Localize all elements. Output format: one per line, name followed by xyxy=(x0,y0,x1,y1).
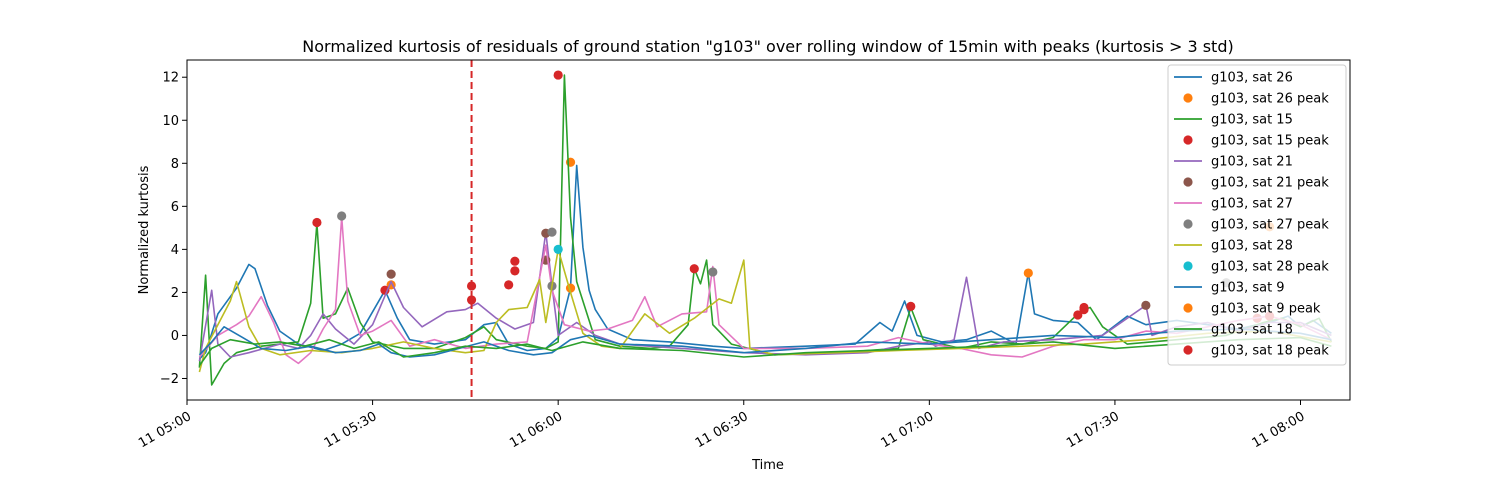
peak-point xyxy=(504,280,514,290)
peak-point xyxy=(1141,300,1151,310)
x-tick-label: 11 06:00 xyxy=(507,409,565,451)
y-tick-label: 2 xyxy=(171,286,179,301)
peak-point xyxy=(1073,310,1083,320)
peak-point xyxy=(553,244,563,254)
legend-label: g103, sat 18 peak xyxy=(1211,344,1329,359)
series-line-g103-sat-28 xyxy=(198,248,1332,373)
legend-label: g103, sat 27 xyxy=(1211,197,1293,212)
legend-label: g103, sat 15 peak xyxy=(1211,134,1329,149)
y-tick-label: 4 xyxy=(171,243,179,258)
peak-point xyxy=(547,227,557,237)
legend-label: g103, sat 28 peak xyxy=(1211,260,1329,275)
legend-marker xyxy=(1183,93,1193,103)
legend-marker xyxy=(1183,303,1193,313)
peak-point xyxy=(1023,268,1033,278)
peak-point xyxy=(906,301,916,311)
legend-marker xyxy=(1183,261,1193,271)
y-tick-label: 6 xyxy=(171,200,179,215)
legend-box xyxy=(1167,64,1347,366)
y-tick-label: 10 xyxy=(162,114,179,129)
legend-label: g103, sat 27 peak xyxy=(1211,218,1329,233)
legend-label: g103, sat 21 peak xyxy=(1211,176,1329,191)
series-line-g103-sat-9 xyxy=(198,326,1332,358)
legend-label: g103, sat 9 peak xyxy=(1211,302,1321,317)
legend-label: g103, sat 9 xyxy=(1211,281,1285,296)
peak-point xyxy=(689,264,699,274)
y-tick-label: −2 xyxy=(160,372,179,387)
peak-point xyxy=(553,70,563,80)
legend-label: g103, sat 21 xyxy=(1211,155,1293,170)
plot-frame xyxy=(186,59,1351,401)
series-g103-sat-28-peak xyxy=(553,244,563,254)
legend-marker xyxy=(1183,177,1193,187)
y-axis-title: Normalized kurtosis xyxy=(137,165,152,294)
legend-label: g103, sat 28 xyxy=(1211,239,1293,254)
legend-marker xyxy=(1183,135,1193,145)
legend-marker xyxy=(1183,219,1193,229)
peak-point xyxy=(510,256,520,266)
x-axis-title: Time xyxy=(751,458,784,473)
legend-label: g103, sat 18 xyxy=(1211,323,1293,338)
legend-label: g103, sat 26 xyxy=(1211,71,1293,86)
y-tick-label: 12 xyxy=(162,71,179,86)
series-line-g103-sat-21 xyxy=(198,231,1332,362)
legend-label: g103, sat 26 peak xyxy=(1211,92,1329,107)
series-g103-sat-15-peak xyxy=(312,70,1262,323)
x-tick-label: 11 07:30 xyxy=(1064,409,1122,451)
peak-point xyxy=(510,266,520,276)
x-tick-label: 11 07:00 xyxy=(878,409,936,451)
series-line-g103-sat-26 xyxy=(198,164,1332,360)
peak-point xyxy=(386,269,396,279)
peak-point xyxy=(312,217,322,228)
series-line-g103-sat-27 xyxy=(198,216,1332,365)
x-tick-label: 11 08:00 xyxy=(1250,409,1308,451)
peak-point xyxy=(708,267,718,277)
peak-point xyxy=(1079,302,1089,313)
legend-marker xyxy=(1183,345,1193,355)
x-tick-label: 11 05:00 xyxy=(136,409,194,451)
series-g103-sat-21-peak xyxy=(386,228,1151,310)
x-tick-label: 11 06:30 xyxy=(693,409,751,451)
y-tick-label: 0 xyxy=(171,329,179,344)
chart-title: Normalized kurtosis of residuals of grou… xyxy=(302,37,1233,56)
legend: g103, sat 26 g103, sat 26 peak g103, sat 1… xyxy=(1167,64,1347,366)
x-tick-label: 11 05:30 xyxy=(322,409,380,451)
legend-label: g103, sat 15 xyxy=(1211,113,1293,128)
series-line-g103-sat-18 xyxy=(198,336,1332,367)
y-tick-label: 8 xyxy=(171,157,179,172)
peak-point xyxy=(466,295,477,305)
peak-point xyxy=(337,211,347,221)
